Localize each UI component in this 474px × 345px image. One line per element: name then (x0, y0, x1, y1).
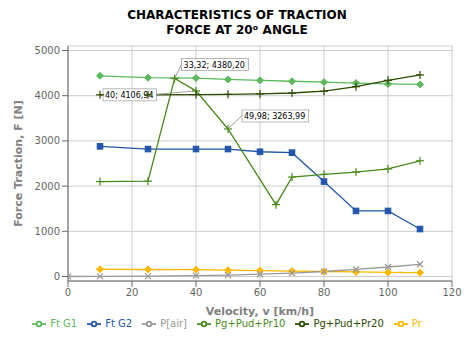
svg-text:0: 0 (65, 287, 71, 298)
svg-text:60: 60 (254, 287, 267, 298)
svg-text:2000: 2000 (35, 181, 60, 192)
svg-text:120: 120 (442, 287, 461, 298)
html-text:P[air]: P[air] (160, 318, 187, 329)
svg-text:Force Traction, F [N]: Force Traction, F [N] (12, 100, 25, 227)
html-text:FORCE AT 20ᵒ ANGLE: FORCE AT 20ᵒ ANGLE (166, 23, 308, 37)
html-text:Ft G1: Ft G1 (50, 318, 78, 329)
html-text:Pr: Pr (411, 318, 422, 329)
svg-text:Velocity, v [km/h]: Velocity, v [km/h] (206, 305, 314, 318)
svg-text:4000: 4000 (35, 90, 60, 101)
svg-text:1000: 1000 (35, 226, 60, 237)
svg-text:0: 0 (54, 271, 60, 282)
html-text:Pg+Pud+Pr10: Pg+Pud+Pr10 (215, 318, 286, 329)
html-text:Pg+Pud+Pr20: Pg+Pud+Pr20 (313, 318, 384, 329)
svg-text:40; 4106,94: 40; 4106,94 (105, 91, 154, 100)
html-text:Ft G2: Ft G2 (105, 318, 133, 329)
svg-text:80: 80 (318, 287, 331, 298)
svg-text:5000: 5000 (35, 45, 60, 56)
svg-text:100: 100 (378, 287, 397, 298)
svg-text:40: 40 (190, 287, 203, 298)
svg-text:20: 20 (126, 287, 139, 298)
svg-text:33,32; 4380,20: 33,32; 4380,20 (184, 61, 245, 70)
svg-text:3000: 3000 (35, 135, 60, 146)
svg-text:49,98; 3263,99: 49,98; 3263,99 (244, 112, 305, 121)
html-text:CHARACTERISTICS OF TRACTION: CHARACTERISTICS OF TRACTION (127, 8, 347, 22)
